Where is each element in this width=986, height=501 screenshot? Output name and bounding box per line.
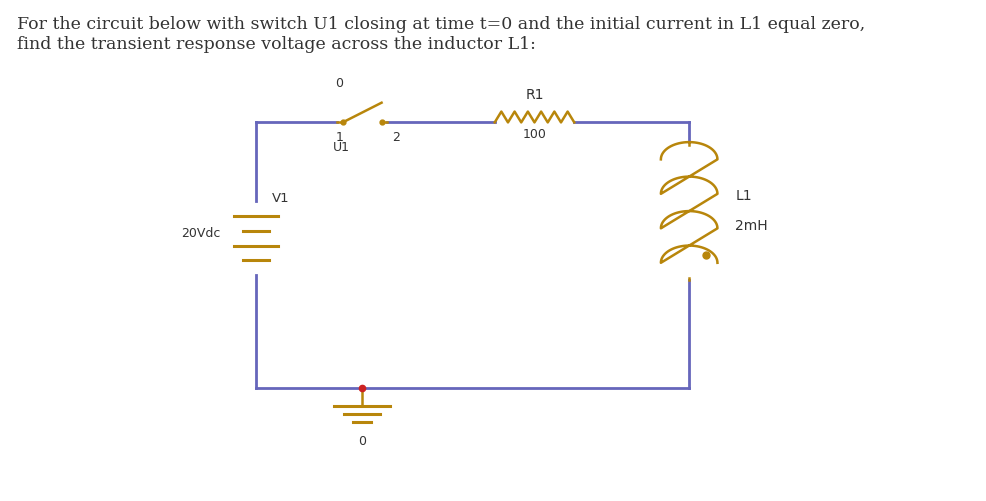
Text: V1: V1	[272, 192, 289, 205]
Text: 0: 0	[358, 435, 366, 448]
Text: 1: 1	[335, 131, 343, 144]
Text: 100: 100	[522, 128, 546, 141]
Text: 0: 0	[335, 77, 343, 90]
Text: 2: 2	[391, 131, 399, 144]
Text: R1: R1	[525, 88, 543, 102]
Text: L1: L1	[735, 189, 751, 203]
Text: 20Vdc: 20Vdc	[180, 227, 220, 240]
Text: 2mH: 2mH	[735, 219, 767, 233]
Text: U1: U1	[332, 141, 349, 154]
Text: For the circuit below with switch U1 closing at time t=0 and the initial current: For the circuit below with switch U1 clo…	[18, 17, 865, 53]
